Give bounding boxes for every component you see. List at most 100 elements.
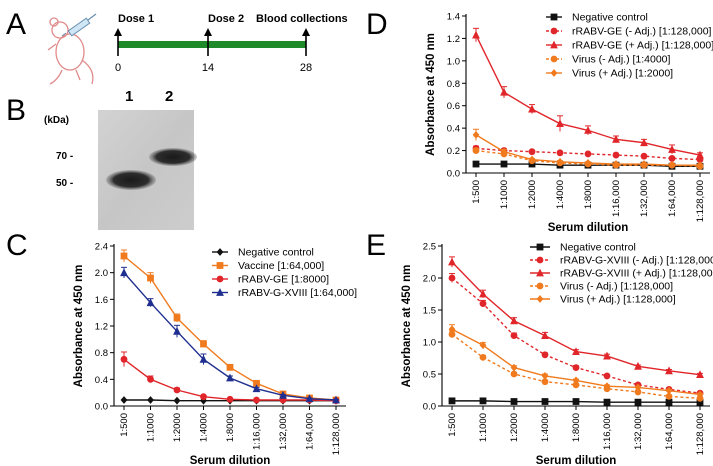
chart-e-legend-label-0: Negative control (560, 242, 636, 254)
chart-c-series-rrabv-g-xviii-1-64-000 (120, 266, 340, 404)
chart-e-x-tick-label-4: 1:8000 (571, 413, 582, 442)
chart-e-series-virus-adj-1-128-000-point-4 (572, 376, 580, 385)
chart-e-series-virus-adj-1-128-000-point-7 (665, 386, 673, 395)
chart-c-y-tick-label-5: 2.0 (95, 268, 108, 279)
chart-d-series-virus-adj-1-2000-point-0 (472, 130, 480, 139)
chart-d-legend-label-0: Negative control (572, 12, 648, 24)
chart-c-x-tick-label-3: 1:4000 (199, 413, 210, 442)
chart-e-x-tick-label-7: 1:64,000 (664, 413, 675, 450)
chart-c-series-rrabv-ge-1-8000-point-5 (253, 396, 260, 404)
chart-e-series-rrabv-g-xviii-adj-1-128-000 (448, 256, 704, 379)
chart-d-x-tick-label-5: 1:16,000 (611, 180, 622, 217)
chart-c-series-rrabv-g-xviii-1-64-000-point-1 (146, 298, 155, 307)
chart-d-y-tick-label-5: 1.0 (447, 56, 460, 67)
chart-e-series-negative-control-point-3 (541, 398, 549, 405)
chart-c-y-tick-label-6: 2.4 (95, 242, 108, 253)
chart-e-series-rrabv-g-xviii-adj-1-128-000-point-5 (603, 351, 611, 360)
chart-c-series-rrabv-ge-1-8000-point-1 (147, 375, 154, 383)
chart-c-series-rrabv-g-xviii-1-64-000-point-0 (120, 268, 128, 277)
chart-e-legend-marker-2 (536, 268, 544, 277)
chart-c-series-negative-control-point-2 (173, 396, 181, 405)
timeline-arrowhead-2 (302, 28, 310, 36)
chart-d-series-rrabv-ge-adj-1-128-000-point-2 (528, 148, 536, 156)
chart-c-series-vaccine-1-64-000-point-0 (120, 252, 128, 260)
chart-c-x-tick-label-6: 1:32,000 (278, 413, 289, 450)
chart-c: 0.0 0.4 0.8 1.2 1.6 2.0 2.4 1:500 1:1000 1:2000 1:… (73, 242, 357, 466)
chart-e-series-rrabv-g-xviii-adj-1-128-000-point-0 (448, 274, 456, 282)
panel-letter-d: D (366, 8, 388, 41)
chart-d: 0.0 0.2 0.4 0.6 0.8 1.0 1.2 1.4 1:500 1:1000 1:200… (425, 12, 713, 235)
chart-e-y-tick-label-4: 2.0 (423, 274, 436, 285)
chart-d-y-tick-label-7: 1.4 (447, 12, 460, 23)
blot-membrane (98, 110, 194, 230)
blot-marker-50: 50 - (56, 178, 73, 189)
chart-c-series-rrabv-g-xviii-1-64-000-point-4 (226, 373, 234, 382)
chart-e-series-rrabv-g-xviii-adj-1-128-000-point-2 (510, 332, 518, 339)
chart-e-series-rrabv-g-xviii-adj-1-128-000-point-6 (634, 361, 642, 370)
chart-d-y-tick-label-6: 1.2 (447, 34, 460, 45)
chart-d-y-axis-label: Absorbance at 450 nm (425, 33, 437, 156)
chart-c-series-negative-control-point-0 (120, 396, 128, 404)
chart-e-x-axis-label: Serum dilution (536, 455, 617, 466)
chart-c-series-rrabv-g-xviii-1-64-000-point-7 (305, 394, 314, 403)
chart-c-x-tick-label-7: 1:64,000 (305, 413, 316, 450)
chart-c-series-vaccine-1-64-000-point-3 (200, 340, 207, 348)
panel-letter-a: A (6, 8, 26, 41)
chart-d-series-virus-adj-1-2000-point-3 (556, 157, 564, 166)
chart-d-series-virus-adj-1-2000-point-4 (584, 159, 592, 167)
chart-c-y-tick-label-2: 0.8 (95, 348, 108, 359)
timeline-arrowhead-1 (204, 28, 212, 36)
chart-e-series-rrabv-g-xviii-adj-1-128-000-point-3 (541, 351, 549, 359)
chart-e-x-tick-label-0: 1:500 (447, 413, 458, 437)
chart-e-series-negative-control-point-8 (696, 398, 704, 406)
chart-e-legend-marker-3 (536, 282, 544, 290)
chart-d-x-tick-label-7: 1:64,000 (667, 180, 678, 217)
blot-marker-70: 70 - (56, 151, 73, 162)
chart-c-series-rrabv-ge-1-8000-point-2 (173, 386, 181, 394)
chart-d-legend-marker-0 (550, 13, 558, 21)
chart-c-series-vaccine-1-64-000-point-5 (253, 379, 260, 387)
panel-letter-e: E (366, 229, 386, 262)
chart-d-legend-label-3: Virus (- Adj.) [1:4000] (572, 54, 671, 66)
chart-d-x-tick-label-2: 1:2000 (527, 180, 538, 209)
chart-c-x-tick-label-8: 1:128,000 (331, 413, 342, 455)
chart-d-legend-label-1: rRABV-GE (- Adj.) [1:128,000] (572, 26, 712, 38)
chart-e-series-virus-adj-1-128-000-point-2 (510, 363, 518, 372)
chart-c-legend-label-0: Negative control (238, 247, 314, 259)
blot-lane-2-label: 2 (165, 88, 173, 105)
chart-c-y-tick-label-1: 0.4 (95, 375, 108, 386)
chart-c-series-rrabv-g-xviii-1-64-000-point-5 (252, 384, 261, 393)
chart-e-series-virus-adj-1-128-000-point-8 (696, 390, 704, 399)
timeline-event-label-0: Dose 1 (118, 13, 154, 25)
chart-e-series-rrabv-g-xviii-adj-1-128-000-point-4 (572, 364, 580, 371)
chart-e-series-virus-adj-1-128-000-point-2 (510, 370, 518, 378)
panel-letter-b: B (6, 94, 26, 127)
chart-c-series-vaccine-1-64-000-point-1 (147, 274, 154, 282)
chart-c-x-tick-label-4: 1:8000 (225, 413, 236, 442)
chart-d-series-rrabv-ge-adj-1-128-000-point-5 (612, 134, 620, 143)
chart-d-x-tick-label-8: 1:128,000 (695, 180, 706, 222)
chart-e-legend-label-4: Virus (+ Adj.) [1:128,000] (560, 294, 676, 306)
chart-e-series-rrabv-g-xviii-adj-1-128-000-point-1 (479, 289, 487, 298)
chart-e-x-tick-label-3: 1:4000 (540, 413, 551, 442)
chart-e-series-negative-control-point-0 (448, 397, 456, 405)
chart-c-series-vaccine-1-64-000-point-4 (226, 363, 234, 371)
chart-c-x-tick-label-1: 1:1000 (146, 413, 157, 442)
chart-e-series-negative-control-point-7 (665, 398, 673, 406)
chart-e-series-negative-control (448, 397, 704, 406)
chart-e-series-virus-adj-1-128-000-point-0 (448, 325, 456, 334)
chart-e-x-tick-label-8: 1:128,000 (695, 413, 706, 455)
chart-d-series-negative-control-point-0 (472, 160, 480, 168)
chart-e-x-tick-label-1: 1:1000 (478, 413, 489, 442)
chart-c-legend-marker-3 (216, 288, 224, 296)
blot-lane-1-label: 1 (125, 88, 133, 105)
chart-c-legend-label-1: Vaccine [1:64,000] (238, 260, 324, 272)
chart-e-series-virus-adj-1-128-000-point-3 (541, 378, 549, 386)
chart-d-series-virus-adj-1-2000-point-5 (612, 160, 620, 168)
chart-d-series-virus-adj-1-2000 (472, 128, 704, 170)
timeline-event-label-2: Blood collections (256, 13, 348, 25)
chart-e-x-tick-label-5: 1:16,000 (602, 413, 613, 450)
chart-e: 0.0 0.5 1.0 1.5 2.0 2.5 1:500 1:1000 1:2000 1:400… (401, 242, 713, 466)
chart-d-series-rrabv-ge-adj-1-128-000-point-0 (472, 30, 480, 39)
